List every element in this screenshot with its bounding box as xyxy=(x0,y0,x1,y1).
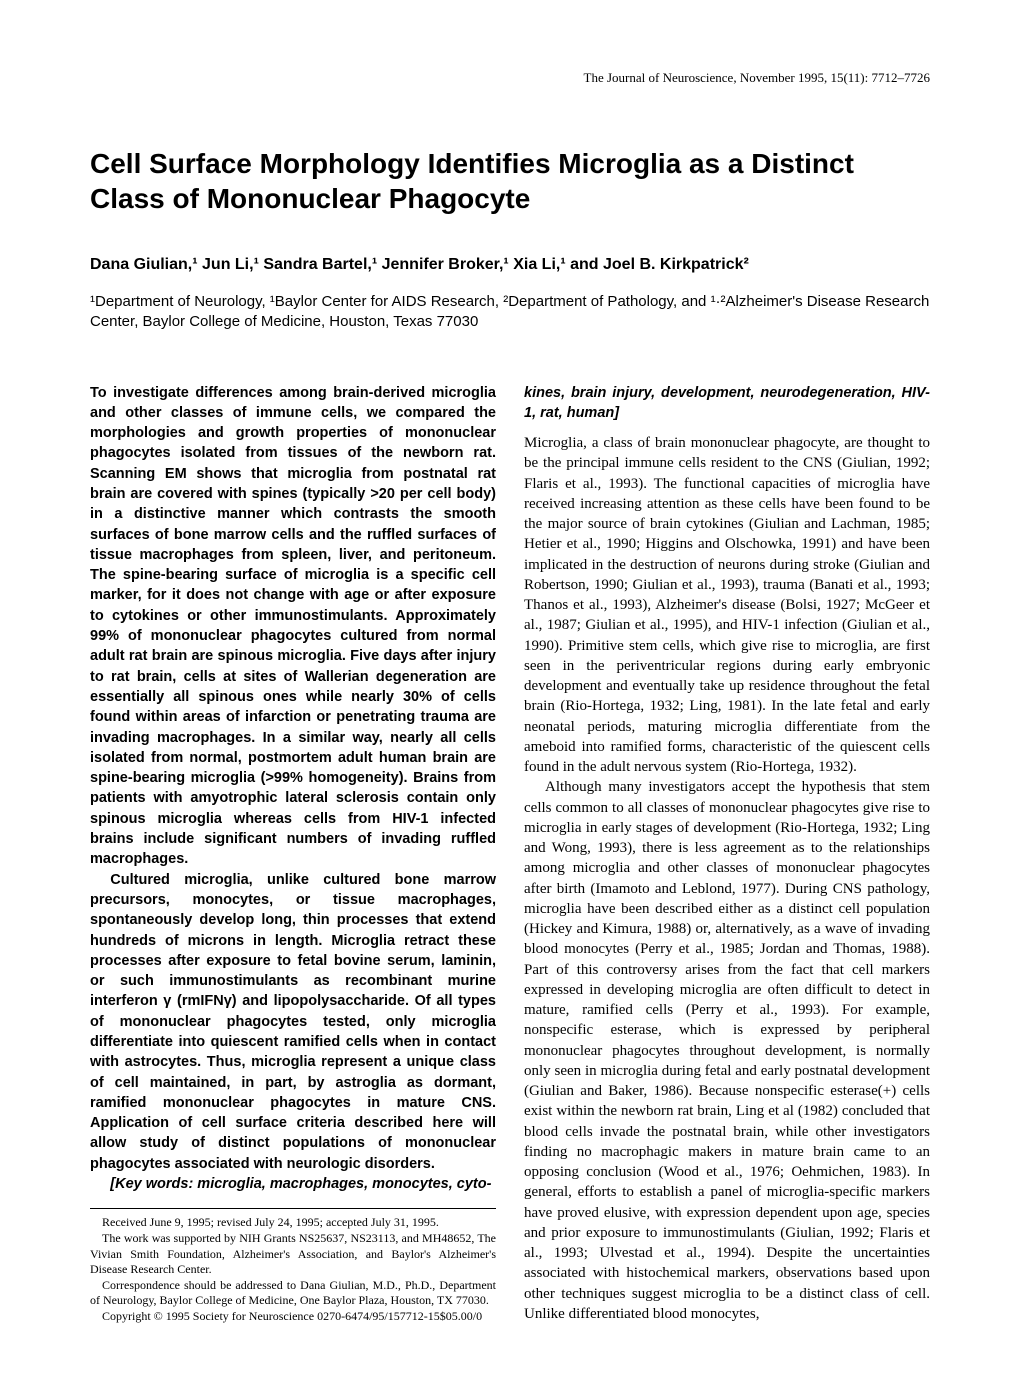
footnote-support: The work was supported by NIH Grants NS2… xyxy=(90,1231,496,1278)
left-column: To investigate differences among brain-d… xyxy=(90,383,496,1325)
keywords-right: kines, brain injury, development, neurod… xyxy=(524,383,930,424)
abstract-block: To investigate differences among brain-d… xyxy=(90,383,496,1195)
abstract-para-2: Cultured microglia, unlike cultured bone… xyxy=(90,870,496,1174)
footnote-copyright: Copyright © 1995 Society for Neuroscienc… xyxy=(90,1309,496,1325)
abstract-para-1: To investigate differences among brain-d… xyxy=(90,383,496,870)
authors-line: Dana Giulian,¹ Jun Li,¹ Sandra Bartel,¹ … xyxy=(90,256,930,274)
body-para-1: Microglia, a class of brain mononuclear … xyxy=(524,433,930,777)
footnotes-block: Received June 9, 1995; revised July 24, … xyxy=(90,1208,496,1324)
two-column-layout: To investigate differences among brain-d… xyxy=(90,383,930,1325)
body-para-2: Although many investigators accept the h… xyxy=(524,777,930,1324)
right-column: kines, brain injury, development, neurod… xyxy=(524,383,930,1325)
keywords-left: [Key words: microglia, macrophages, mono… xyxy=(90,1174,496,1194)
body-text-block: Microglia, a class of brain mononuclear … xyxy=(524,433,930,1324)
journal-header: The Journal of Neuroscience, November 19… xyxy=(90,70,930,86)
affiliations: ¹Department of Neurology, ¹Baylor Center… xyxy=(90,292,930,333)
footnote-received: Received June 9, 1995; revised July 24, … xyxy=(90,1215,496,1231)
footnote-correspondence: Correspondence should be addressed to Da… xyxy=(90,1278,496,1309)
article-title: Cell Surface Morphology Identifies Micro… xyxy=(90,146,930,216)
